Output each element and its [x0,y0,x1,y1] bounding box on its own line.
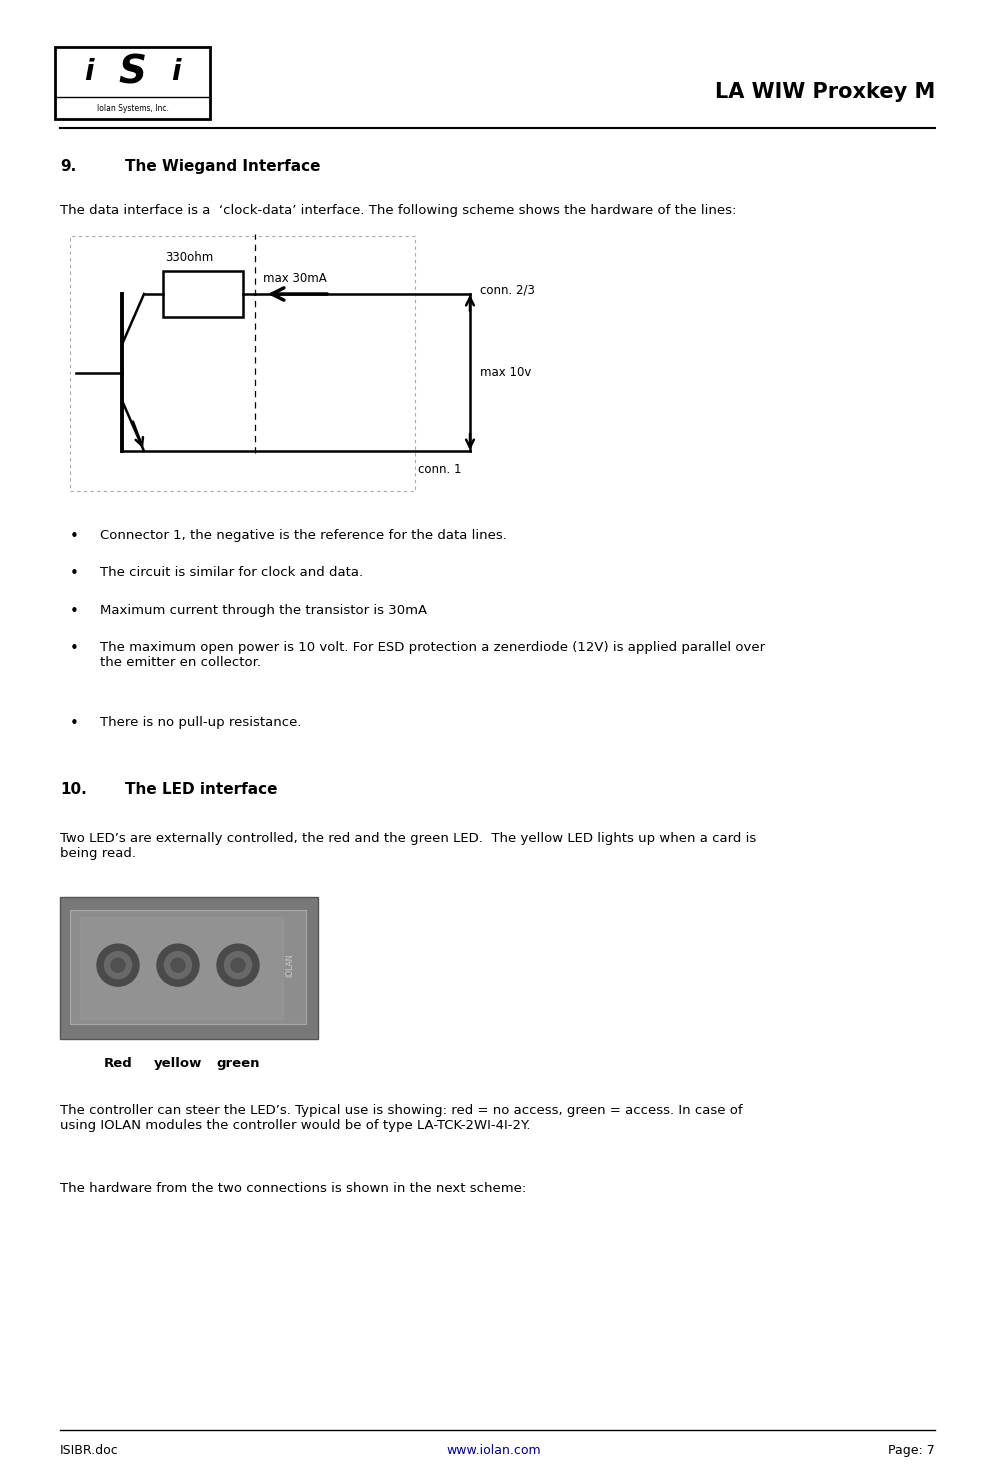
Text: Page: 7: Page: 7 [887,1445,934,1456]
Circle shape [217,945,258,986]
Circle shape [157,945,199,986]
Text: 10.: 10. [60,783,87,797]
Text: •: • [70,604,79,619]
Text: max 30mA: max 30mA [262,273,326,284]
Circle shape [171,958,184,973]
Text: •: • [70,529,79,544]
Text: www.iolan.com: www.iolan.com [446,1445,540,1456]
Circle shape [105,952,131,979]
Text: The hardware from the two connections is shown in the next scheme:: The hardware from the two connections is… [60,1182,526,1195]
Circle shape [110,958,125,973]
Text: conn. 1: conn. 1 [418,463,461,476]
Text: The LED interface: The LED interface [125,783,277,797]
Text: i: i [84,57,94,85]
Text: •: • [70,641,79,656]
Text: •: • [70,716,79,731]
Text: There is no pull-up resistance.: There is no pull-up resistance. [100,716,301,730]
Text: Iolan Systems, Inc.: Iolan Systems, Inc. [97,103,169,112]
Text: green: green [216,1057,259,1070]
Text: S: S [118,53,146,91]
Text: Connector 1, the negative is the reference for the data lines.: Connector 1, the negative is the referen… [100,529,507,542]
Text: conn. 2/3: conn. 2/3 [479,283,534,296]
Text: •: • [70,566,79,582]
Bar [80,917,283,1019]
Text: yellow: yellow [154,1057,202,1070]
Text: The controller can steer the LED’s. Typical use is showing: red = no access, gre: The controller can steer the LED’s. Typi… [60,1104,741,1132]
Bar [163,271,243,317]
Circle shape [97,945,139,986]
Circle shape [224,952,251,979]
Text: 330ohm: 330ohm [165,251,213,264]
Text: ISIBR.doc: ISIBR.doc [60,1445,118,1456]
Text: The circuit is similar for clock and data.: The circuit is similar for clock and dat… [100,566,363,579]
Text: The data interface is a  ‘clock-data’ interface. The following scheme shows the : The data interface is a ‘clock-data’ int… [60,203,736,217]
Text: 9.: 9. [60,159,76,174]
Text: The Wiegand Interface: The Wiegand Interface [125,159,320,174]
Text: max 10v: max 10v [479,366,530,379]
Text: Two LED’s are externally controlled, the red and the green LED.  The yellow LED : Two LED’s are externally controlled, the… [60,831,755,859]
Bar [70,909,306,1024]
Text: Red: Red [104,1057,132,1070]
Circle shape [231,958,245,973]
Text: Maximum current through the transistor is 30mA: Maximum current through the transistor i… [100,604,427,618]
Bar [55,47,210,119]
Text: LA WIW Proxkey M: LA WIW Proxkey M [714,81,934,102]
Bar [70,236,414,491]
Circle shape [165,952,191,979]
Text: The maximum open power is 10 volt. For ESD protection a zenerdiode (12V) is appl: The maximum open power is 10 volt. For E… [100,641,764,669]
Text: i: i [171,57,180,85]
Bar [60,898,317,1039]
Text: IOLAN: IOLAN [285,954,294,977]
